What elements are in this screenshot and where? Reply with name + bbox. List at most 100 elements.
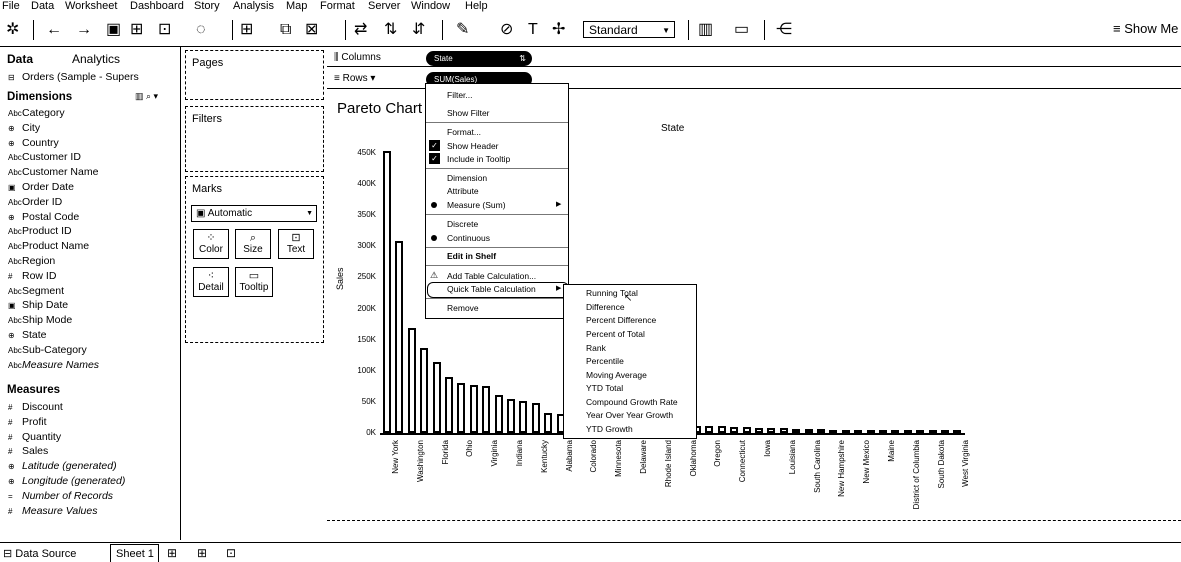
dimension-field[interactable]: ⊕ Postal Code [8,211,79,225]
fit-select[interactable]: Standard ▼ [583,21,675,38]
bar-mark[interactable] [792,428,801,433]
presentation-icon[interactable]: ▭ [734,21,750,38]
dimension-field[interactable]: AbcSub-Category [8,344,87,358]
measure-field[interactable]: # Quantity [8,431,61,445]
save-icon[interactable]: ▣ [106,21,122,38]
bar-mark[interactable] [494,394,503,433]
redo-icon[interactable]: → [76,21,92,38]
bar-mark[interactable] [829,429,838,434]
bar-mark[interactable] [482,385,491,433]
highlight-icon[interactable]: ✎ [456,21,470,38]
new-worksheet-icon[interactable]: ⊞ [167,546,178,560]
submenu-item-ytd-total[interactable]: YTD Total [586,383,624,393]
bar-mark[interactable] [841,429,850,434]
tableau-logo-icon[interactable]: ✲ [6,21,20,38]
dimension-field[interactable]: ⊕ State [8,329,47,343]
menu-data[interactable]: Data [31,0,55,12]
menu-item-show-header[interactable]: Show Header [447,141,499,151]
submenu-item-moving-average[interactable]: Moving Average [586,370,647,380]
share-icon[interactable]: ⋲ [776,21,792,38]
bar-mark[interactable] [779,428,788,433]
filters-card[interactable]: Filters [185,106,324,172]
bar-mark[interactable] [531,403,540,433]
submenu-item-rank[interactable]: Rank [586,343,606,353]
bar-mark[interactable] [767,428,776,433]
dimension-field[interactable]: ▣ Ship Date [8,299,68,313]
bar-mark[interactable] [507,398,515,433]
submenu-item-percent-of-total[interactable]: Percent of Total [586,329,645,339]
bar-mark[interactable] [717,426,726,433]
menu-server[interactable]: Server [368,0,401,12]
menu-item-discrete[interactable]: Discrete [447,219,479,229]
datasource-item[interactable]: ⊟ Orders (Sample - Supers [8,71,139,85]
new-dashboard-icon[interactable]: ⊞ [197,546,208,560]
data-source-tab[interactable]: ⊟ Data Source [3,547,76,560]
measure-field[interactable]: # Profit [8,416,47,430]
bar-mark[interactable] [469,384,478,433]
dimension-field[interactable]: AbcCustomer Name [8,166,98,180]
measure-field[interactable]: ⊕ Latitude (generated) [8,460,117,474]
bar-mark[interactable] [519,400,528,433]
dimension-field[interactable]: AbcProduct Name [8,240,89,254]
size-button[interactable]: ⌕ Size [235,229,271,259]
sheet-tab-active[interactable]: Sheet 1 [110,544,159,562]
submenu-item-percent-difference[interactable]: Percent Difference [586,315,657,325]
dimension-field[interactable]: AbcCategory [8,107,65,121]
undo-icon[interactable]: ← [46,21,62,38]
bar-mark[interactable] [544,413,553,433]
dimension-field[interactable]: AbcMeasure Names [8,359,99,373]
menu-item-measure-sum[interactable]: Measure (Sum) [447,200,506,210]
new-story-icon[interactable]: ⊡ [226,546,237,560]
detail-button[interactable]: ⁖ Detail [193,267,229,297]
menu-item-dimension[interactable]: Dimension [447,173,488,183]
measure-field[interactable]: # Measure Values [8,505,97,519]
menu-window[interactable]: Window [411,0,451,12]
dimensions-menu-icon[interactable]: ▥ ⌕ ▾ [135,91,159,101]
dimension-field[interactable]: AbcRegion [8,255,55,269]
dimension-field[interactable]: AbcCustomer ID [8,151,81,165]
menu-map[interactable]: Map [286,0,308,12]
group-icon[interactable]: ⊘ [500,21,514,38]
bar-mark[interactable] [420,347,429,433]
bar-mark[interactable] [817,429,825,434]
menu-item-edit-in-shelf[interactable]: Edit in Shelf [447,251,497,261]
bar-mark[interactable] [730,426,739,433]
label-icon[interactable]: T [528,21,538,38]
dimension-field[interactable]: ⊕ Country [8,137,59,151]
menu-item-filter[interactable]: Filter... [447,90,473,100]
clear-icon[interactable]: ⊠ [305,21,319,38]
menu-help[interactable]: Help [465,0,488,12]
bar-mark[interactable] [804,428,813,433]
dimension-field[interactable]: AbcOrder ID [8,196,62,210]
bar-mark[interactable] [445,377,453,433]
bar-mark[interactable] [742,427,751,433]
pause-updates-icon[interactable]: ◌ [196,21,206,38]
measure-field[interactable]: # Sales [8,445,48,459]
mark-type-select[interactable]: ▣ Automatic ▼ [191,205,317,222]
columns-pill-state[interactable]: State ⇅ [426,51,532,66]
submenu-item-ytd-growth[interactable]: YTD Growth [586,424,633,434]
measure-field[interactable]: = Number of Records [8,490,113,504]
bar-mark[interactable] [705,425,714,433]
bar-mark[interactable] [395,240,404,433]
menu-worksheet[interactable]: Worksheet [65,0,118,12]
menu-item-show-filter[interactable]: Show Filter [447,108,490,118]
tab-analytics[interactable]: Analytics [72,52,121,66]
submenu-item-compound-growth-rate[interactable]: Compound Growth Rate [586,397,678,407]
dimension-field[interactable]: AbcProduct ID [8,225,72,239]
dimension-field[interactable]: # Row ID [8,270,56,284]
menu-item-add-table-calculation[interactable]: Add Table Calculation... [447,271,537,281]
bar-mark[interactable] [407,327,416,433]
menu-story[interactable]: Story [194,0,220,12]
menu-item-include-in-tooltip[interactable]: Include in Tooltip [447,154,511,164]
pin-icon[interactable]: ✢ [552,21,566,38]
duplicate-icon[interactable]: ⧉ [280,21,292,38]
show-cards-icon[interactable]: ▥ [698,21,714,38]
menu-item-continuous[interactable]: Continuous [447,233,491,243]
submenu-item-running-total[interactable]: Running Total [586,288,638,298]
menu-analysis[interactable]: Analysis [233,0,274,12]
new-data-source-icon[interactable]: ⊞ [130,21,144,38]
menu-item-attribute[interactable]: Attribute [447,186,479,196]
swap-icon[interactable]: ⇄ [354,21,368,38]
text-button[interactable]: ⊡ Text [278,229,314,259]
